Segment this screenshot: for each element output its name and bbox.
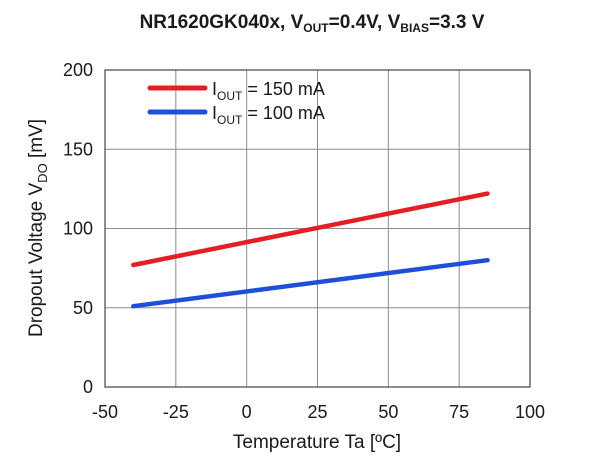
series-lines	[131, 191, 490, 309]
title-sub-bias: BIAS	[400, 21, 429, 35]
legend-100-sub: OUT	[217, 113, 243, 127]
y-tick-labels: 0 50 100 150 200	[63, 60, 93, 397]
legend-label-150ma: IOUT = 150 mA	[212, 79, 325, 103]
title-part1: NR1620GK040x, V	[140, 12, 304, 33]
y-tick-label: 200	[63, 60, 93, 80]
x-tick-label: 75	[449, 402, 469, 422]
x-tick-label: 0	[242, 402, 252, 422]
title-part3: =3.3 V	[429, 12, 485, 33]
chart-title: NR1620GK040x, VOUT=0.4V, VBIAS=3.3 V	[140, 12, 485, 35]
legend-100-main: I	[212, 103, 217, 123]
y-tick-label: 100	[63, 219, 93, 239]
title-part2: =0.4V, V	[329, 12, 401, 33]
legend-100-rest: = 100 mA	[242, 103, 325, 123]
y-tick-label: 150	[63, 139, 93, 159]
x-tick-label: 25	[307, 402, 327, 422]
x-tick-label: -25	[163, 402, 189, 422]
legend-label-100ma: IOUT = 100 mA	[212, 103, 325, 127]
x-tick-label: 100	[515, 402, 545, 422]
y-label-main: Dropout Voltage V	[26, 182, 47, 337]
series-line-0	[131, 191, 490, 268]
legend-150-sub: OUT	[217, 89, 243, 103]
y-label-sub: DO	[35, 163, 50, 183]
series-line-1	[131, 257, 490, 309]
x-tick-label: 50	[378, 402, 398, 422]
y-label-unit: [mV]	[26, 119, 47, 163]
legend: IOUT = 150 mA IOUT = 100 mA	[147, 79, 325, 127]
x-axis-label: Temperature Ta [ºC]	[233, 432, 401, 453]
y-axis-label: Dropout Voltage VDO [mV]	[26, 119, 50, 337]
legend-150-rest: = 150 mA	[242, 79, 325, 99]
y-tick-label: 0	[83, 377, 93, 397]
x-tick-labels: -50 -25 0 25 50 75 100	[92, 402, 545, 422]
y-tick-label: 50	[73, 298, 93, 318]
legend-150-main: I	[212, 79, 217, 99]
x-tick-label: -50	[92, 402, 118, 422]
plot-frame	[104, 69, 531, 388]
title-sub-out: OUT	[303, 21, 329, 35]
